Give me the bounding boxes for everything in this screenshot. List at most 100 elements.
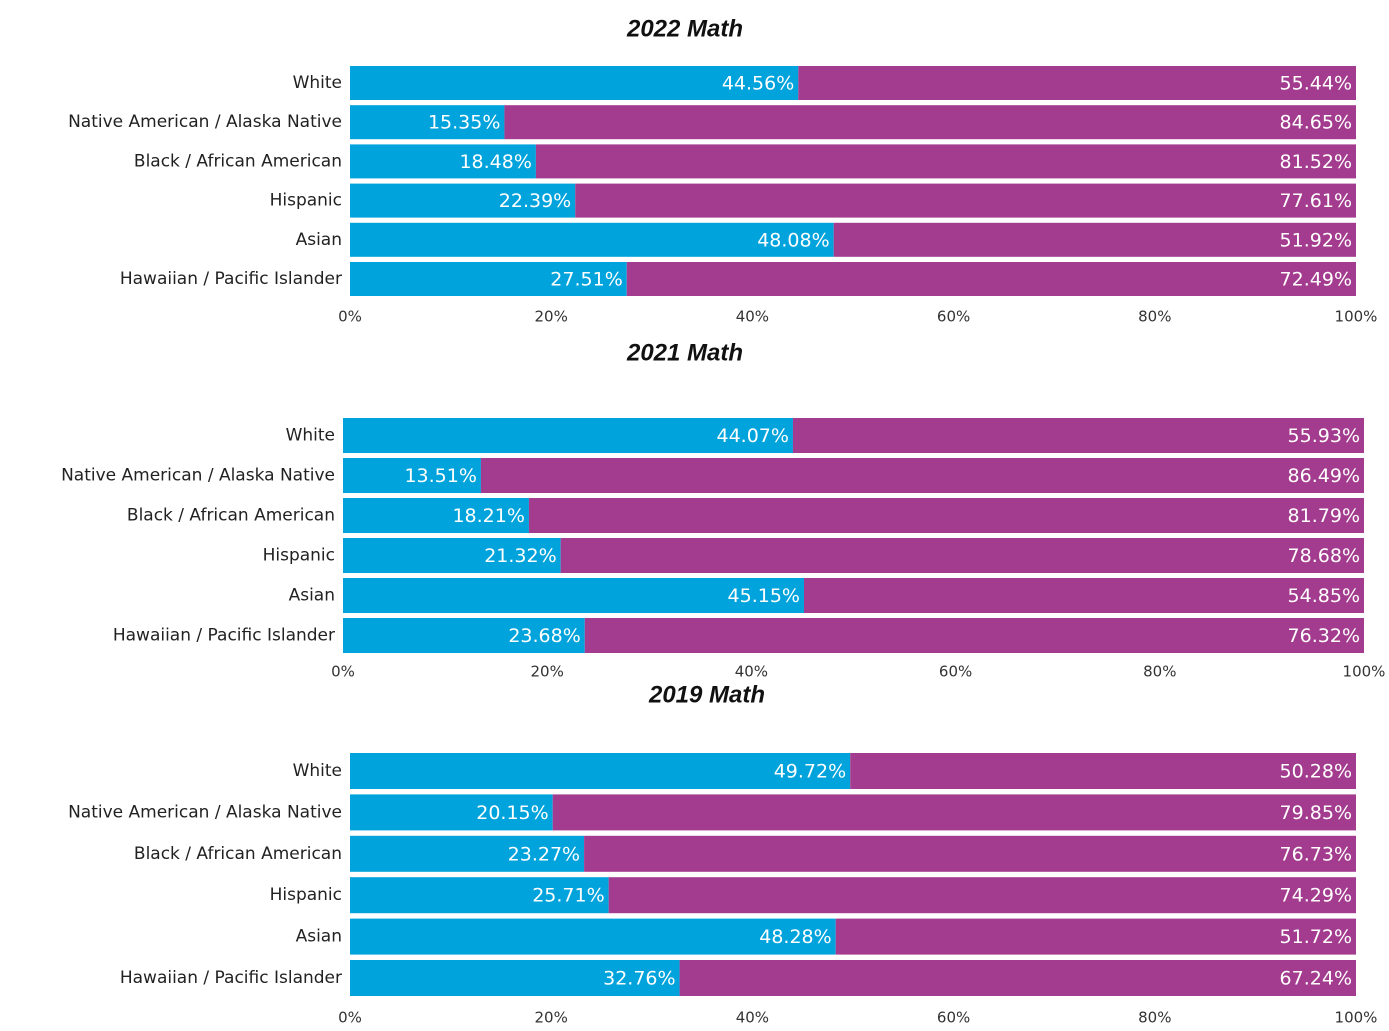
value-label: 48.08%: [757, 229, 829, 251]
value-label: 86.49%: [1288, 465, 1360, 487]
value-label: 22.39%: [499, 190, 571, 212]
bar-segment: [679, 960, 1356, 996]
category-label: Asian: [289, 586, 335, 606]
value-label: 77.61%: [1280, 190, 1352, 212]
bar-segment: [350, 66, 799, 100]
category-label: Black / African American: [127, 506, 335, 526]
chart-title: 2019 Math: [648, 681, 765, 708]
bar-segment: [835, 918, 1356, 955]
x-tick-label: 40%: [736, 308, 769, 326]
bar-segment: [350, 960, 680, 996]
value-label: 32.76%: [603, 968, 675, 990]
value-label: 45.15%: [728, 585, 800, 607]
bar-segment: [343, 498, 529, 533]
value-label: 23.68%: [508, 625, 580, 647]
bar-segment: [350, 183, 576, 218]
value-label: 13.51%: [404, 465, 476, 487]
value-label: 21.32%: [484, 545, 556, 567]
value-label: 74.29%: [1280, 885, 1352, 907]
bar-segment: [803, 578, 1364, 613]
x-tick-label: 40%: [736, 1009, 769, 1027]
category-label: Asian: [296, 927, 342, 947]
x-tick-label: 20%: [531, 663, 564, 681]
bar-segment: [350, 918, 836, 955]
bar-segment: [343, 458, 481, 493]
bar-segment: [584, 835, 1356, 872]
category-label: Hispanic: [263, 546, 335, 566]
value-label: 81.52%: [1280, 151, 1352, 173]
x-tick-label: 80%: [1143, 663, 1176, 681]
category-label: Native American / Alaska Native: [68, 112, 342, 132]
bar-segment: [504, 105, 1356, 140]
bar-segment: [343, 418, 793, 453]
bar-segment: [560, 538, 1364, 573]
value-label: 79.85%: [1280, 802, 1352, 824]
x-tick-label: 100%: [1335, 308, 1378, 326]
value-label: 72.49%: [1280, 269, 1352, 291]
x-tick-label: 60%: [937, 1009, 970, 1027]
bar-segment: [528, 498, 1364, 533]
bar-segment: [350, 753, 851, 789]
value-label: 84.65%: [1280, 112, 1352, 134]
category-label: White: [286, 426, 335, 446]
x-tick-label: 80%: [1138, 1009, 1171, 1027]
x-tick-label: 60%: [937, 308, 970, 326]
bar-segment: [792, 418, 1364, 453]
value-label: 49.72%: [774, 761, 846, 783]
value-label: 15.35%: [428, 112, 500, 134]
category-label: Black / African American: [134, 151, 342, 171]
category-label: Black / African American: [134, 844, 342, 864]
value-label: 55.93%: [1288, 425, 1360, 447]
category-label: Hawaiian / Pacific Islander: [120, 968, 342, 988]
value-label: 51.92%: [1280, 229, 1352, 251]
value-label: 18.48%: [459, 151, 531, 173]
x-tick-label: 0%: [338, 1009, 362, 1027]
bar-segment: [350, 105, 505, 140]
category-label: Hispanic: [270, 885, 342, 905]
bar-segment: [850, 753, 1356, 789]
value-label: 81.79%: [1288, 505, 1360, 527]
x-tick-label: 20%: [535, 308, 568, 326]
bar-segment: [343, 538, 561, 573]
x-tick-label: 60%: [939, 663, 972, 681]
bar-segment: [480, 458, 1364, 493]
bar-segment: [798, 66, 1356, 100]
bar-segment: [350, 262, 627, 296]
value-label: 23.27%: [508, 843, 580, 865]
value-label: 76.73%: [1280, 843, 1352, 865]
bar-segment: [584, 618, 1364, 653]
bar-segment: [608, 877, 1356, 914]
value-label: 55.44%: [1280, 73, 1352, 95]
category-label: Hispanic: [270, 191, 342, 211]
category-label: Hawaiian / Pacific Islander: [120, 269, 342, 289]
bar-segment: [350, 794, 553, 831]
value-label: 76.32%: [1288, 625, 1360, 647]
category-label: Hawaiian / Pacific Islander: [113, 626, 335, 646]
x-tick-label: 20%: [535, 1009, 568, 1027]
x-tick-label: 80%: [1138, 308, 1171, 326]
category-label: White: [293, 761, 342, 781]
x-tick-label: 0%: [338, 308, 362, 326]
bar-segment: [350, 835, 585, 872]
x-tick-label: 100%: [1343, 663, 1386, 681]
category-label: White: [293, 73, 342, 93]
value-label: 51.72%: [1280, 926, 1352, 948]
bar-segment: [535, 144, 1356, 179]
bar-segment: [626, 262, 1356, 296]
value-label: 18.21%: [452, 505, 524, 527]
chart-title: 2022 Math: [626, 15, 743, 42]
x-tick-label: 40%: [735, 663, 768, 681]
bar-segment: [350, 222, 834, 257]
bar-segment: [833, 222, 1356, 257]
bar-segment: [575, 183, 1356, 218]
x-tick-label: 100%: [1335, 1009, 1378, 1027]
category-label: Native American / Alaska Native: [68, 802, 342, 822]
category-label: Asian: [296, 230, 342, 250]
bar-segment: [343, 578, 804, 613]
value-label: 67.24%: [1280, 968, 1352, 990]
value-label: 20.15%: [476, 802, 548, 824]
value-label: 48.28%: [759, 926, 831, 948]
bar-segment: [350, 877, 609, 914]
category-label: Native American / Alaska Native: [61, 466, 335, 486]
